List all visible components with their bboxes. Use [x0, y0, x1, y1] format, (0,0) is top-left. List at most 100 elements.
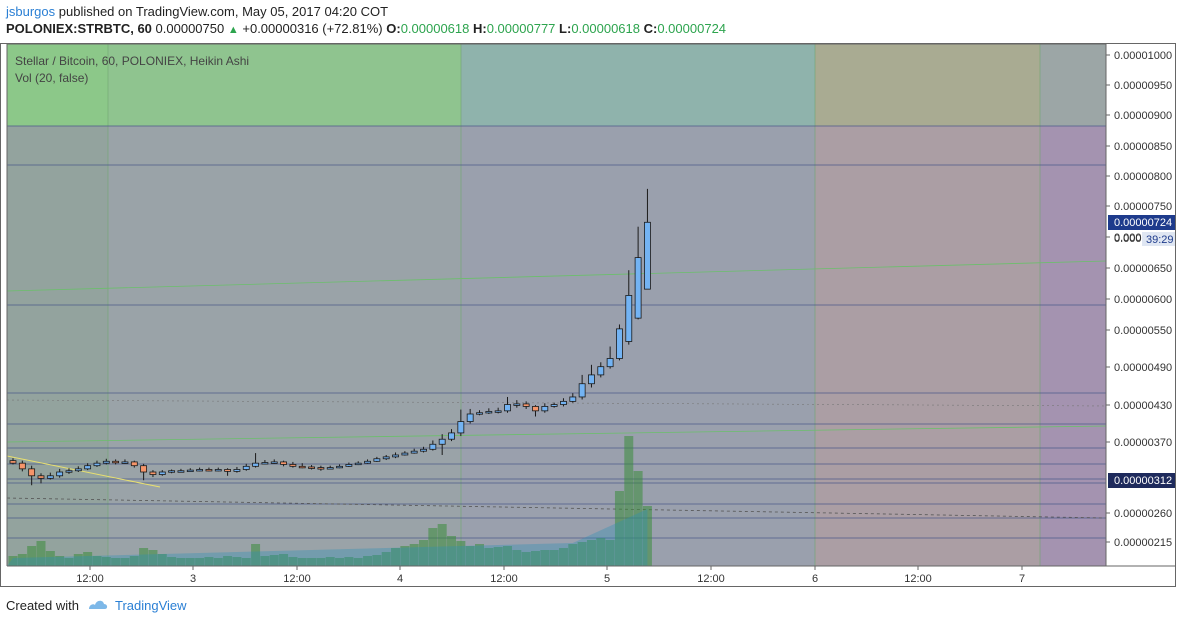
open-value: 0.00000618: [400, 21, 470, 36]
volume-bar-47: [447, 536, 457, 566]
volume-bar-14: [139, 548, 149, 566]
y-tick-label-3: 0.00000850: [1114, 141, 1172, 153]
candle-59: [560, 400, 567, 405]
candle-61: [578, 383, 586, 398]
candle-43: [410, 450, 418, 454]
y-tick-label-8: 0.00000600: [1114, 294, 1172, 306]
candle-17: [168, 470, 176, 473]
volume-bar-49: [465, 546, 475, 566]
candle-19: [186, 469, 194, 473]
candle-5: [56, 471, 64, 477]
candle-48: [457, 421, 465, 434]
volume-bar-23: [223, 556, 233, 566]
candle-21: [205, 469, 213, 472]
volume-bar-5: [55, 556, 65, 566]
y-tick-label-2: 0.00000900: [1114, 110, 1172, 122]
volume-bar-41: [391, 548, 401, 566]
y-tick-label-10: 0.00000490: [1114, 362, 1172, 374]
candle-20: [196, 469, 204, 472]
volume-bar-58: [549, 550, 559, 566]
volume-bar-35: [335, 558, 345, 566]
candle-63: [597, 366, 605, 376]
tradingview-link[interactable]: TradingView: [114, 598, 187, 613]
candle-41: [392, 454, 399, 458]
candle-64: [606, 358, 614, 368]
volume-bar-53: [502, 546, 512, 566]
candle-1: [18, 462, 26, 470]
candle-50: [476, 412, 483, 415]
symbol-label: POLONIEX:STRBTC, 60: [6, 21, 152, 36]
x-tick-label-7: 6: [812, 573, 818, 585]
volume-bar-36: [344, 557, 354, 566]
volume-bar-40: [381, 552, 391, 566]
volume-ma-area: [7, 509, 648, 566]
candle-28: [270, 461, 278, 464]
volume-bar-34: [325, 557, 335, 566]
volume-bar-1: [17, 554, 27, 566]
volume-bar-63: [596, 538, 606, 566]
x-tick-label-3: 4: [397, 573, 403, 585]
tradingview-logo-icon[interactable]: [87, 597, 109, 614]
volume-bar-19: [185, 558, 195, 566]
volume-bar-46: [437, 524, 447, 566]
candle-46: [438, 438, 446, 445]
candle-53: [504, 404, 511, 412]
low-value: 0.00000618: [571, 21, 640, 36]
volume-bar-45: [428, 528, 438, 566]
volume-bar-38: [363, 556, 373, 566]
low-label: L:: [559, 21, 572, 36]
volume-bar-4: [45, 551, 55, 566]
candle-10: [102, 460, 110, 464]
volume-bar-24: [232, 557, 242, 566]
volume-bar-39: [372, 555, 382, 566]
candle-8: [84, 465, 92, 470]
candle-39: [373, 458, 381, 462]
y-tick-label-1: 0.00000950: [1114, 80, 1172, 92]
volume-bar-25: [241, 558, 251, 566]
footer: Created with TradingView: [6, 597, 187, 614]
countdown-label: 39:29: [1146, 234, 1174, 246]
volume-bar-0: [8, 556, 18, 566]
y-tick-label-12: 0.00000370: [1114, 437, 1172, 449]
volume-bar-55: [521, 552, 531, 566]
x-tick-label-8: 12:00: [904, 573, 932, 585]
volume-bar-12: [120, 558, 130, 566]
author-link[interactable]: jsburgos: [6, 4, 56, 19]
candle-18: [177, 470, 185, 473]
volume-bar-33: [316, 558, 326, 566]
volume-bar-2: [27, 546, 37, 566]
high-value: 0.00000777: [486, 21, 556, 36]
candle-37: [354, 462, 362, 466]
outer-border: [0, 43, 1176, 587]
candle-40: [382, 456, 390, 460]
candle-45: [429, 443, 437, 450]
volume-bar-21: [204, 557, 214, 566]
low-price-label: 0.00000312: [1114, 475, 1172, 487]
candle-65: [616, 328, 623, 359]
y-tick-label-13: 0.00000260: [1114, 508, 1172, 520]
x-tick-label-5: 5: [604, 573, 610, 585]
volume-bar-61: [577, 542, 587, 566]
volume-bar-60: [568, 544, 578, 566]
candle-60: [569, 396, 577, 402]
candle-13: [130, 461, 138, 467]
candle-55: [522, 403, 530, 407]
candle-26: [252, 462, 259, 467]
volume-bar-9: [92, 556, 102, 566]
trend-line-upper: [6, 260, 1107, 292]
volume-bar-56: [530, 551, 540, 566]
volume-bar-68: [642, 506, 652, 566]
volume-bar-6: [64, 558, 74, 566]
candle-22: [214, 469, 222, 472]
candle-12: [121, 461, 129, 464]
countdown-badge: [1142, 232, 1176, 246]
candle-51: [485, 411, 493, 414]
volume-bar-8: [83, 552, 93, 566]
zone-bottom-0: [7, 126, 108, 566]
publish-info: jsburgos published on TradingView.com, M…: [6, 4, 388, 19]
volume-bar-52: [493, 547, 503, 566]
last-price: 0.00000750: [155, 21, 225, 36]
symbol-info: POLONIEX:STRBTC, 60 0.00000750 ▲ +0.0000…: [6, 21, 726, 36]
candle-36: [345, 464, 353, 467]
